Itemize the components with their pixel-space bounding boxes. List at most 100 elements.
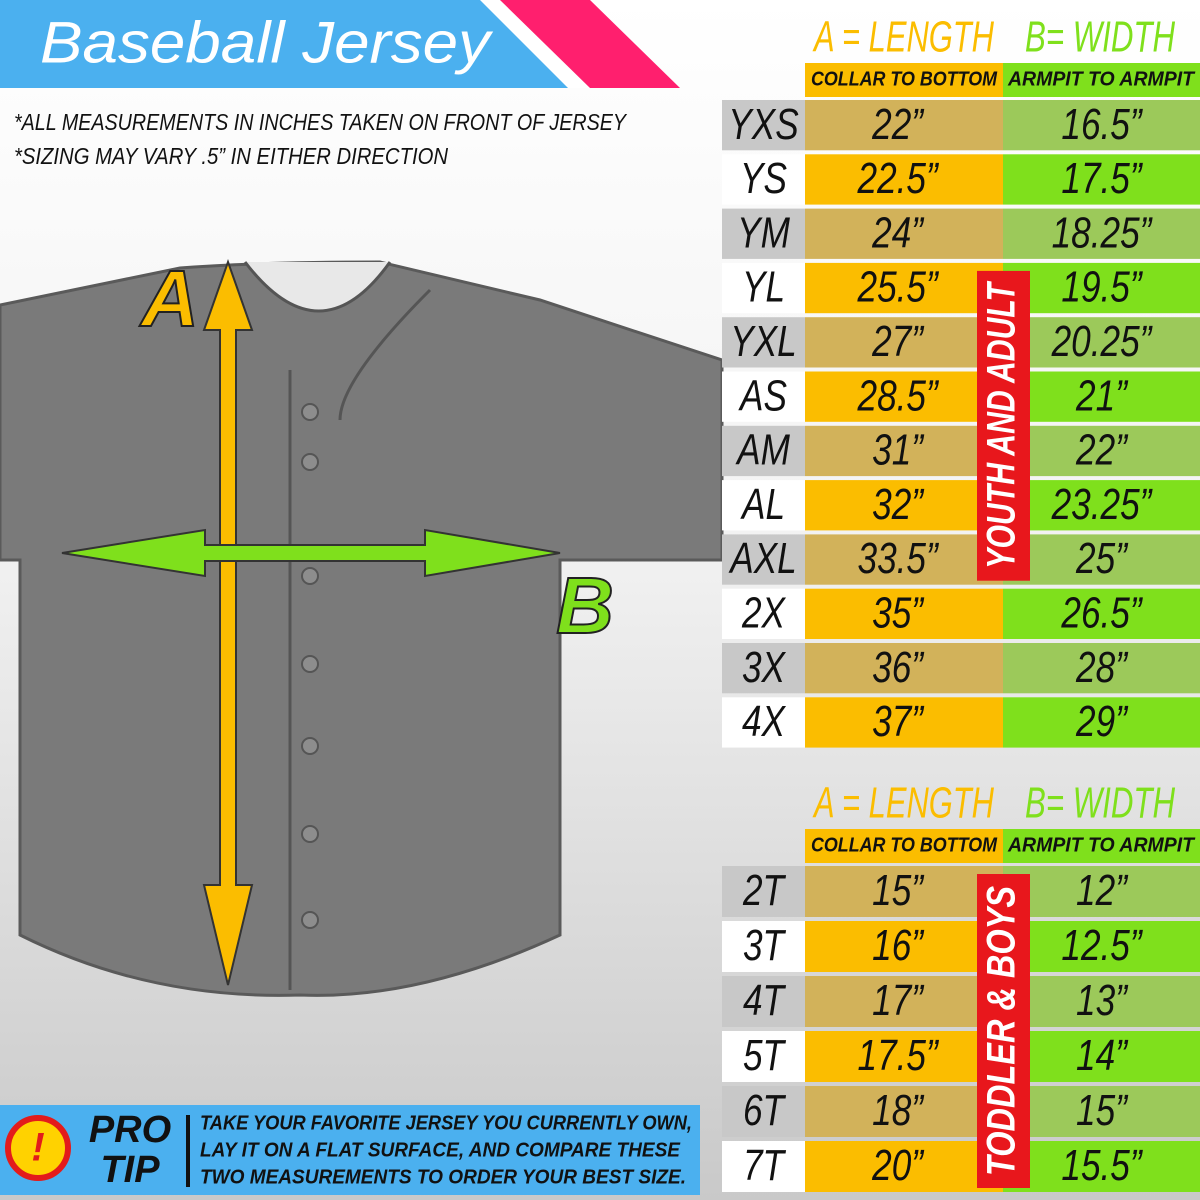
size: YXL (730, 317, 797, 366)
cell-bg (805, 866, 1003, 917)
size: YL (742, 263, 785, 312)
width: 12” (1076, 866, 1128, 915)
cell-bg (805, 588, 1003, 639)
cell-bg (805, 154, 1003, 205)
size: 5T (743, 1031, 786, 1080)
length-label: A (139, 254, 199, 343)
length: 22” (871, 100, 924, 149)
cell-bg (805, 976, 1003, 1027)
size: 3T (743, 921, 786, 970)
cell-bg (722, 1086, 805, 1137)
group-label-bg (977, 270, 1030, 581)
length-header: A = LENGTH (812, 13, 994, 62)
size: 7T (743, 1141, 786, 1190)
cell-bg (722, 480, 805, 531)
cell-bg (722, 317, 805, 368)
cell-bg (1003, 1141, 1200, 1192)
size: 4T (743, 976, 786, 1025)
cell-bg (722, 100, 805, 151)
cell-bg (722, 262, 805, 314)
tip-text: TWO MEASUREMENTS TO ORDER YOUR BEST SIZE… (200, 1166, 686, 1188)
sub-header: COLLAR TO BOTTOM (811, 834, 998, 856)
length: 18” (872, 1086, 924, 1135)
cell-bg (722, 643, 805, 694)
width-label: B (556, 561, 614, 650)
length: 31” (872, 426, 924, 475)
banner (0, 0, 568, 88)
sub-header: ARMPIT TO ARMPIT (1007, 834, 1196, 856)
cell-bg (805, 697, 1003, 748)
cell-bg (805, 371, 1003, 422)
size: AS (738, 372, 787, 421)
length: 33.5” (857, 535, 939, 584)
width: 23.25” (1051, 480, 1153, 529)
cell-bg (805, 262, 1003, 314)
cell-bg (1003, 588, 1200, 639)
length: 32” (872, 480, 924, 529)
width-header: B= WIDTH (1025, 779, 1175, 828)
cell-bg (1003, 921, 1200, 972)
size: 4X (742, 697, 786, 746)
width-arrow (61, 528, 561, 578)
cell-bg (1003, 866, 1200, 917)
cell-bg (805, 534, 1003, 585)
cell-bg (1003, 425, 1200, 477)
width: 21” (1075, 372, 1128, 421)
cell-bg (1003, 208, 1200, 259)
sub-header-bg (1003, 829, 1200, 863)
placket (288, 288, 432, 990)
title: Baseball Jersey (40, 10, 493, 75)
sub-header: ARMPIT TO ARMPIT (1007, 68, 1196, 90)
size: AL (740, 480, 785, 529)
cell-bg (1003, 262, 1200, 314)
width: 17.5” (1061, 154, 1143, 203)
length: 25.5” (857, 263, 940, 312)
width: 19.5” (1061, 263, 1143, 312)
size: 2X (741, 589, 786, 638)
sub-header-bg (1003, 63, 1200, 97)
size: YM (737, 209, 791, 258)
cell-bg (1003, 976, 1200, 1027)
length: 20” (871, 1141, 924, 1190)
tip-text: LAY IT ON A FLAT SURFACE, AND COMPARE TH… (200, 1139, 681, 1161)
cell-bg (1003, 317, 1200, 368)
cell-bg (805, 921, 1003, 972)
length: 28.5” (857, 372, 940, 421)
cell-bg (1003, 697, 1200, 748)
length: 15” (872, 866, 924, 915)
cell-bg (1003, 534, 1200, 585)
cell-bg (722, 425, 805, 477)
cell-bg (1003, 100, 1200, 151)
size: YXS (728, 100, 799, 149)
width: 18.25” (1052, 209, 1153, 258)
cell-bg (722, 866, 805, 917)
size: 3X (742, 643, 786, 692)
cell-bg (1003, 480, 1200, 531)
tip-divider (186, 1115, 190, 1187)
length-arrow (202, 258, 254, 986)
note: *ALL MEASUREMENTS IN INCHES TAKEN ON FRO… (14, 109, 627, 135)
cell-bg (805, 208, 1003, 259)
width: 20.25” (1051, 317, 1153, 366)
tip-bar (0, 1105, 700, 1195)
size: AM (735, 426, 790, 475)
cell-bg (1003, 154, 1200, 205)
length: 36” (872, 643, 924, 692)
cell-bg (722, 976, 805, 1027)
cell-bg (805, 643, 1003, 694)
width: 25” (1075, 535, 1128, 584)
length: 35” (872, 589, 924, 638)
tip-badge-text: ! (31, 1126, 44, 1170)
buttons (301, 403, 319, 929)
group-label-bg (977, 874, 1030, 1188)
cell-bg (805, 1031, 1003, 1082)
width: 16.5” (1061, 100, 1143, 149)
group-label: YOUTH AND ADULT (980, 280, 1024, 568)
size: 6T (743, 1086, 786, 1135)
length: 22.5” (857, 154, 940, 203)
length-header: A = LENGTH (812, 779, 994, 828)
tip-badge (5, 1115, 71, 1181)
group-label: TODDLER & BOYS (980, 886, 1024, 1176)
length: 17.5” (857, 1031, 939, 1080)
